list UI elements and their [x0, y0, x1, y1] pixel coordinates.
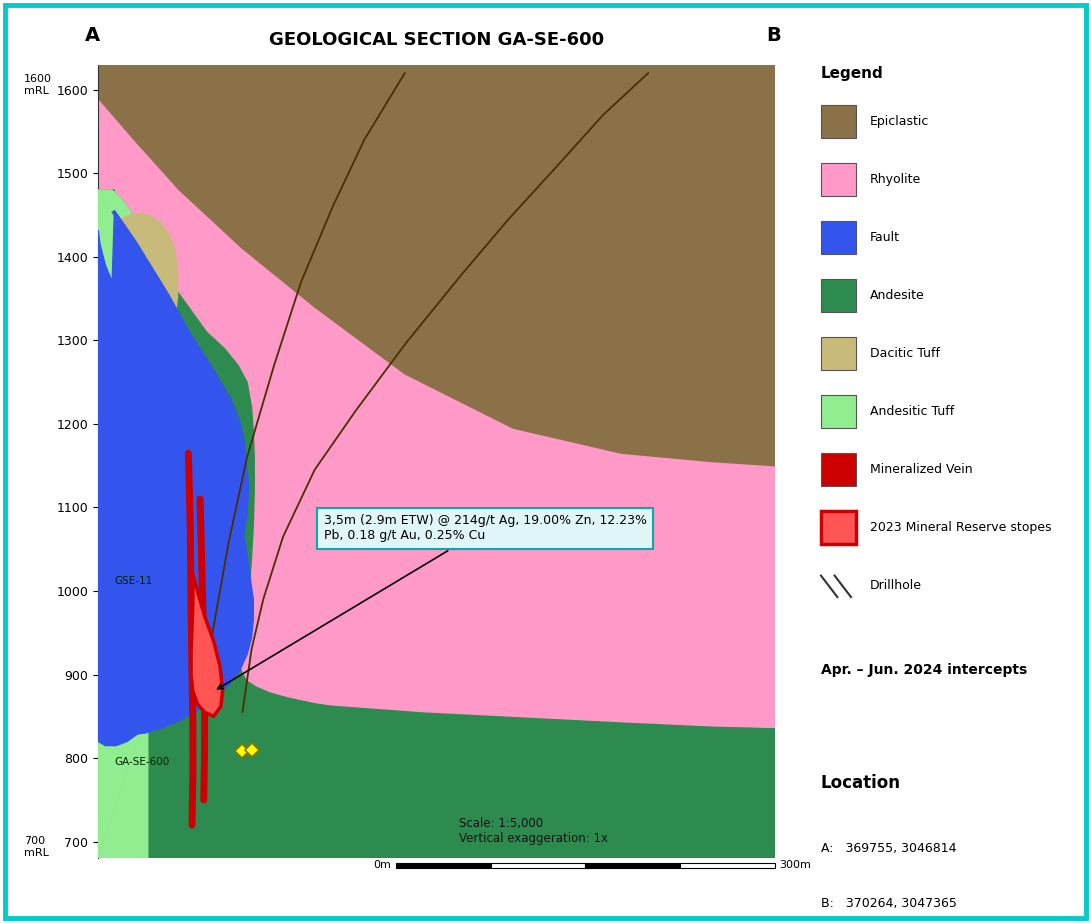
Text: Location: Location	[822, 774, 901, 792]
Text: GSE-11: GSE-11	[115, 576, 153, 586]
Text: 700
mRL: 700 mRL	[24, 836, 49, 857]
Text: 0m: 0m	[373, 860, 392, 870]
Polygon shape	[98, 190, 775, 858]
Text: Andesite: Andesite	[871, 289, 925, 302]
Polygon shape	[98, 198, 196, 858]
Bar	[396, 863, 491, 869]
Text: Rhyolite: Rhyolite	[871, 173, 921, 186]
Bar	[822, 105, 856, 138]
Bar	[822, 395, 856, 428]
Text: 1600
mRL: 1600 mRL	[24, 74, 51, 96]
Polygon shape	[147, 240, 214, 858]
Bar	[822, 337, 856, 370]
Text: Vertical exaggeration: 1x: Vertical exaggeration: 1x	[459, 832, 608, 845]
Polygon shape	[98, 190, 147, 858]
Text: A:   369755, 3046814: A: 369755, 3046814	[822, 842, 957, 855]
Text: Andesitic Tuff: Andesitic Tuff	[871, 405, 955, 418]
Bar	[822, 510, 856, 544]
Text: 3,5m (2.9m ETW) @ 214g/t Ag, 19.00% Zn, 12.23%
Pb, 0.18 g/t Au, 0.25% Cu: 3,5m (2.9m ETW) @ 214g/t Ag, 19.00% Zn, …	[217, 514, 647, 689]
Polygon shape	[98, 190, 775, 858]
Bar	[680, 863, 775, 869]
Polygon shape	[191, 574, 223, 716]
Polygon shape	[98, 65, 775, 858]
Text: Apr. – Jun. 2024 intercepts: Apr. – Jun. 2024 intercepts	[822, 663, 1028, 677]
Text: Mineralized Vein: Mineralized Vein	[871, 462, 973, 475]
Bar	[822, 279, 856, 312]
Bar	[822, 162, 856, 197]
Polygon shape	[98, 65, 775, 466]
Polygon shape	[98, 190, 200, 858]
Text: A: A	[85, 26, 99, 45]
Bar	[585, 863, 680, 869]
Bar	[822, 452, 856, 485]
Polygon shape	[98, 210, 252, 716]
Bar	[822, 221, 856, 254]
Text: B:   370264, 3047365: B: 370264, 3047365	[822, 897, 957, 910]
Bar	[491, 863, 585, 869]
Text: GA-SE-600: GA-SE-600	[115, 757, 170, 767]
Text: Fault: Fault	[871, 231, 900, 244]
Text: 300m: 300m	[779, 860, 811, 870]
Text: Drillhole: Drillhole	[871, 579, 922, 592]
Polygon shape	[98, 210, 253, 746]
Text: Legend: Legend	[822, 66, 884, 81]
Text: B: B	[767, 26, 781, 45]
Text: Scale: 1:5,000: Scale: 1:5,000	[459, 817, 543, 830]
Text: Epiclastic: Epiclastic	[871, 115, 930, 128]
Title: GEOLOGICAL SECTION GA-SE-600: GEOLOGICAL SECTION GA-SE-600	[268, 31, 604, 49]
Polygon shape	[98, 198, 196, 858]
Text: Dacitic Tuff: Dacitic Tuff	[871, 347, 940, 360]
Text: 2023 Mineral Reserve stopes: 2023 Mineral Reserve stopes	[871, 521, 1052, 533]
